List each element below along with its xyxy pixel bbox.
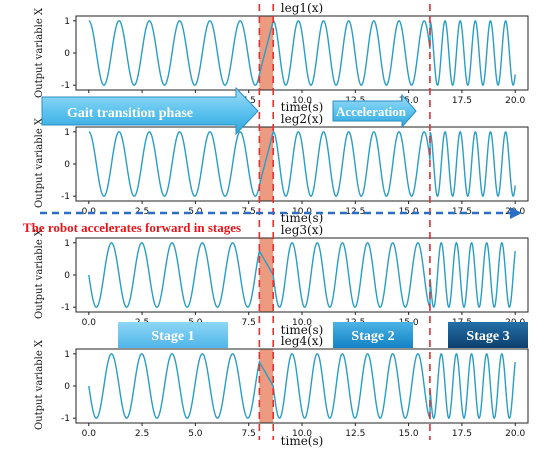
- y-tick-label: 0: [64, 271, 70, 281]
- stage-3-box: Stage 3: [448, 322, 528, 348]
- axes-frame-1: [75, 15, 529, 91]
- xlabel-3: time(s): [281, 323, 324, 337]
- stage-1-box: Stage 1: [118, 322, 228, 348]
- series-line-2: [88, 130, 516, 198]
- x-tick-label: 17.5: [452, 96, 472, 106]
- y-tick-label: 1: [64, 128, 70, 138]
- x-tick-label: 15.0: [399, 96, 419, 106]
- acceleration-arrow: Acceleration: [332, 93, 417, 129]
- ylabel-1: Output variable X: [34, 7, 45, 98]
- ylabel-4: Output variable X: [34, 339, 45, 430]
- xlabel-2: time(s): [281, 211, 324, 225]
- x-tick-label: 20.0: [505, 429, 525, 439]
- x-tick-label: 10.0: [292, 318, 312, 328]
- x-tick-label: 17.5: [452, 429, 472, 439]
- acceleration-label: Acceleration: [336, 104, 407, 119]
- x-tick-label: 5.0: [188, 207, 203, 217]
- x-tick-label: 15.0: [399, 429, 419, 439]
- y-tick-label: 0: [64, 160, 70, 170]
- y-tick-label: -1: [61, 81, 70, 91]
- x-tick-label: 7.5: [242, 318, 256, 328]
- shaded-region-4: [259, 349, 274, 423]
- y-tick-label: 0: [64, 382, 70, 392]
- y-tick-label: 1: [64, 17, 70, 27]
- ylabel-3: Output variable X: [34, 228, 45, 319]
- gait-transition-arrow: Gait transition phase: [41, 86, 259, 136]
- y-tick-label: 1: [64, 350, 70, 360]
- x-tick-label: 5.0: [188, 429, 203, 439]
- stage-1-label: Stage 1: [151, 329, 194, 344]
- x-tick-label: 2.5: [135, 429, 149, 439]
- shade-layer: [259, 16, 274, 423]
- vline-layer: [258, 4, 431, 440]
- xlabel-1: time(s): [281, 100, 324, 114]
- stage-2-box: Stage 2: [333, 322, 413, 348]
- x-tick-label: 12.5: [345, 429, 365, 439]
- subplot-title-1: leg1(x): [281, 1, 323, 15]
- gait-transition-label: Gait transition phase: [67, 106, 193, 121]
- axes-frame-2: [75, 126, 529, 202]
- y-tick-label: 1: [64, 239, 70, 249]
- x-tick-label: 15.0: [399, 207, 419, 217]
- x-tick-label: 10.0: [292, 429, 312, 439]
- forward-dashed-arrow: [40, 207, 522, 219]
- x-tick-label: 10.0: [292, 207, 312, 217]
- y-tick-label: -1: [61, 303, 70, 313]
- robot-accelerates-text: The robot accelerates forward in stages: [23, 220, 241, 235]
- ylabel-2: Output variable X: [34, 117, 45, 208]
- x-tick-label: 7.5: [242, 429, 256, 439]
- series-line-4: [88, 352, 516, 421]
- x-tick-label: 10.0: [292, 96, 312, 106]
- series-line-3: [88, 241, 516, 310]
- series-line-1: [88, 19, 516, 87]
- x-tick-label: 0.0: [82, 318, 97, 328]
- shaded-region-3: [259, 238, 274, 312]
- x-tick-label: 0.0: [82, 429, 97, 439]
- subplot-title-4: leg4(x): [281, 334, 323, 348]
- subplot-title-3: leg3(x): [281, 223, 323, 237]
- xlabel-4: time(s): [281, 434, 324, 448]
- x-tick-label: 20.0: [505, 96, 525, 106]
- stage-3-label: Stage 3: [466, 329, 509, 344]
- stage-2-label: Stage 2: [351, 329, 394, 344]
- y-tick-label: -1: [61, 192, 70, 202]
- subplot-title-2: leg2(x): [281, 112, 323, 126]
- y-tick-label: 0: [64, 49, 70, 59]
- y-tick-label: -1: [61, 414, 70, 424]
